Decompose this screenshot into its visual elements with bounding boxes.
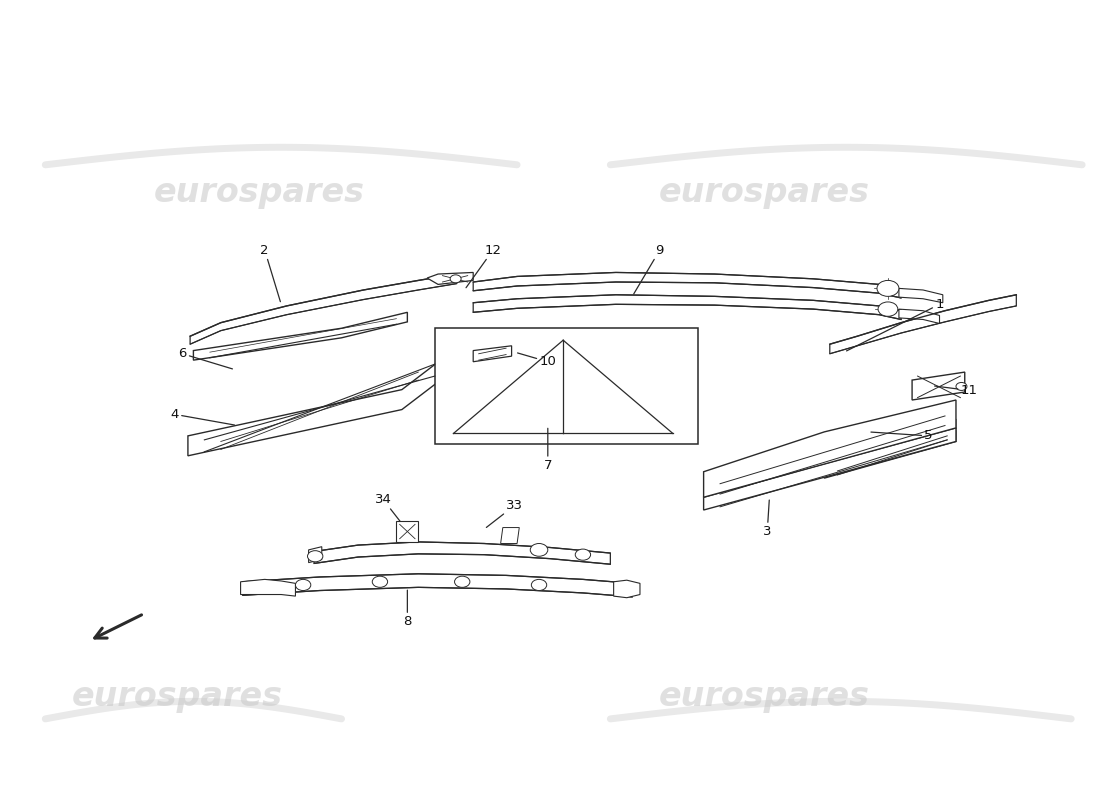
Text: 8: 8 <box>404 590 411 628</box>
Polygon shape <box>822 419 956 466</box>
Polygon shape <box>315 542 610 564</box>
Polygon shape <box>309 546 322 562</box>
Polygon shape <box>824 430 956 478</box>
Text: 34: 34 <box>375 493 400 522</box>
Circle shape <box>956 382 967 390</box>
Circle shape <box>878 302 898 316</box>
Text: eurospares: eurospares <box>154 176 365 210</box>
Polygon shape <box>473 294 901 319</box>
Circle shape <box>575 549 591 560</box>
Text: 5: 5 <box>871 430 933 442</box>
Polygon shape <box>912 372 965 400</box>
Polygon shape <box>899 309 939 323</box>
Text: 4: 4 <box>170 408 234 425</box>
Polygon shape <box>473 346 512 362</box>
Text: 11: 11 <box>935 384 978 397</box>
Text: 12: 12 <box>466 244 502 288</box>
Text: 7: 7 <box>543 428 552 472</box>
Polygon shape <box>190 274 456 344</box>
Polygon shape <box>704 428 956 510</box>
Text: 3: 3 <box>763 500 771 538</box>
Polygon shape <box>829 294 1016 354</box>
Polygon shape <box>241 579 296 596</box>
Circle shape <box>530 543 548 556</box>
Circle shape <box>454 576 470 587</box>
Text: eurospares: eurospares <box>72 680 283 713</box>
Polygon shape <box>899 288 943 302</box>
Text: 9: 9 <box>634 244 664 294</box>
Text: 2: 2 <box>261 244 280 302</box>
Polygon shape <box>396 521 418 542</box>
Text: 1: 1 <box>847 298 944 351</box>
Polygon shape <box>614 580 640 598</box>
Text: eurospares: eurospares <box>659 176 869 210</box>
Circle shape <box>531 579 547 590</box>
Circle shape <box>296 579 311 590</box>
Polygon shape <box>427 273 473 285</box>
Circle shape <box>372 576 387 587</box>
Polygon shape <box>473 273 901 298</box>
Polygon shape <box>704 400 956 498</box>
Text: 6: 6 <box>178 347 232 369</box>
Polygon shape <box>500 527 519 543</box>
Text: 10: 10 <box>518 353 557 368</box>
Polygon shape <box>243 574 632 597</box>
Polygon shape <box>194 312 407 360</box>
Circle shape <box>450 275 461 283</box>
Circle shape <box>877 281 899 296</box>
Circle shape <box>308 550 323 562</box>
Polygon shape <box>434 328 698 444</box>
Text: 33: 33 <box>486 498 524 527</box>
Text: eurospares: eurospares <box>659 680 869 713</box>
Polygon shape <box>188 356 446 456</box>
